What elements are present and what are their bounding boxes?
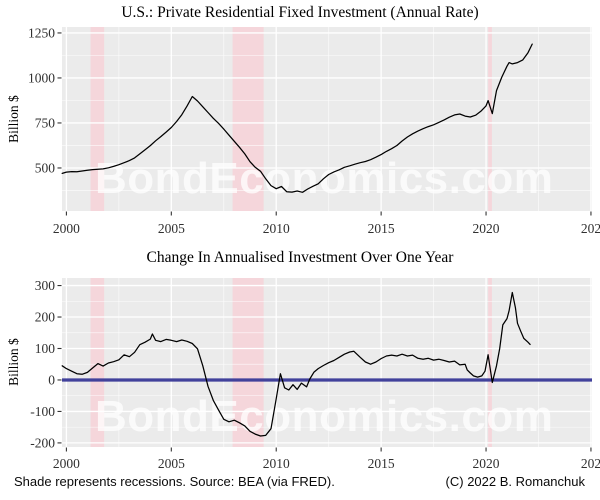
y-tick-label: 100 bbox=[35, 341, 56, 356]
x-tick-label: 2015 bbox=[368, 221, 395, 236]
recession-band bbox=[488, 278, 492, 447]
y-tick-label: 1000 bbox=[28, 70, 55, 85]
y-tick-label: 500 bbox=[35, 160, 56, 175]
panel-bg bbox=[62, 27, 592, 211]
x-tick-label: 2005 bbox=[158, 456, 185, 471]
bottom-y-axis-label: Billion $ bbox=[6, 338, 21, 386]
recession-band bbox=[90, 27, 105, 211]
x-tick-label: 2005 bbox=[158, 221, 185, 236]
x-tick-label: 2010 bbox=[263, 221, 290, 236]
x-tick-label: 202 bbox=[581, 456, 600, 471]
x-tick-label: 2000 bbox=[53, 456, 80, 471]
recession-band bbox=[90, 278, 105, 447]
recession-band bbox=[232, 278, 264, 447]
footer-copyright: (C) 2022 B. Romanchuk bbox=[445, 474, 585, 489]
y-tick-label: -100 bbox=[30, 404, 55, 419]
top-chart-title: U.S.: Private Residential Fixed Investme… bbox=[121, 4, 479, 21]
y-tick-label: 0 bbox=[48, 372, 55, 387]
bottom-chart-title: Change In Annualised Investment Over One… bbox=[146, 249, 454, 266]
y-tick-label: 300 bbox=[35, 278, 56, 293]
top-y-axis-label: Billion $ bbox=[6, 95, 21, 143]
y-tick-label: 1250 bbox=[28, 25, 55, 40]
recession-band bbox=[232, 27, 264, 211]
watermark-text: BondEconomics.com bbox=[95, 392, 553, 441]
footer-note: Shade represents recessions. Source: BEA… bbox=[14, 474, 335, 489]
x-tick-label: 2010 bbox=[263, 456, 290, 471]
x-tick-label: 2020 bbox=[473, 456, 500, 471]
y-tick-label: 200 bbox=[35, 310, 56, 325]
x-tick-label: 2020 bbox=[473, 221, 500, 236]
recession-band bbox=[488, 27, 492, 211]
y-tick-label: -200 bbox=[30, 435, 55, 450]
x-tick-label: 2000 bbox=[53, 221, 80, 236]
series-line bbox=[61, 43, 533, 193]
panel-bg bbox=[62, 278, 592, 447]
y-tick-label: 750 bbox=[35, 115, 56, 130]
series-line bbox=[61, 291, 531, 437]
x-tick-label: 2015 bbox=[368, 456, 395, 471]
x-tick-label: 202 bbox=[581, 221, 600, 236]
